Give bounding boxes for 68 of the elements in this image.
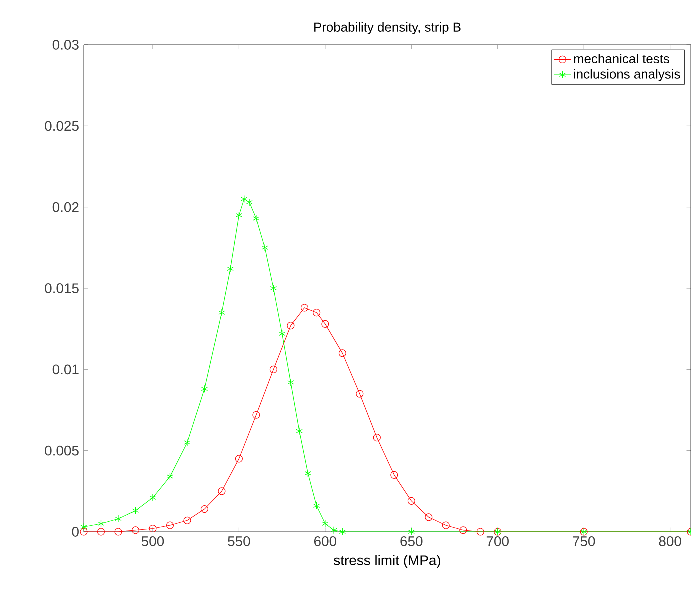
point (200, 505, 208, 514)
x-tick-label: 500 (142, 536, 164, 546)
point (80, 523, 88, 531)
point (460, 526, 468, 534)
point (201, 385, 208, 393)
point (132, 507, 140, 515)
point (322, 320, 330, 328)
point (270, 284, 278, 292)
y-tick-label: 0.03 (52, 40, 79, 50)
point (184, 438, 191, 447)
point (115, 515, 122, 523)
point (278, 330, 286, 338)
x-tick-label: 550 (228, 536, 250, 546)
y-tick-label: 0.005 (45, 446, 79, 456)
point (338, 350, 346, 358)
point (322, 520, 329, 528)
x-axis-title: stress limit (MPa) (334, 555, 440, 568)
point (262, 244, 268, 252)
point (270, 366, 278, 374)
point (296, 428, 303, 436)
y-tick-label: 0.025 (45, 121, 79, 132)
point (149, 524, 157, 533)
point (313, 502, 320, 510)
point (246, 198, 253, 206)
point (114, 528, 122, 536)
point (235, 455, 243, 463)
point (166, 522, 174, 530)
point (184, 516, 192, 524)
x-tick-label: 600 (314, 536, 337, 546)
point (476, 528, 484, 536)
point (313, 309, 321, 317)
point (252, 411, 260, 419)
point (218, 488, 226, 496)
legend-label: inclusions analysis (574, 69, 680, 82)
point (98, 520, 105, 528)
y-tick-label: 0.015 (45, 284, 79, 294)
point (236, 212, 243, 220)
point (356, 390, 364, 398)
point (132, 526, 140, 534)
x-tick-label: 700 (486, 536, 509, 546)
legend-label: mechanical tests (574, 54, 670, 64)
point (339, 528, 346, 536)
point (218, 309, 226, 317)
point (408, 497, 416, 505)
point (227, 265, 234, 273)
point (150, 494, 156, 502)
x-tick-label: 650 (400, 536, 423, 546)
point (97, 528, 106, 536)
point (390, 471, 398, 479)
y-tick-label: 0.01 (52, 364, 79, 375)
point (330, 526, 338, 534)
point (80, 528, 88, 536)
point (288, 378, 294, 386)
point (408, 528, 415, 536)
point (166, 473, 174, 481)
point (442, 522, 450, 530)
chart-title: Probability density, strip B (314, 22, 461, 35)
point (373, 434, 381, 442)
y-tick-label: 0.02 (52, 202, 79, 212)
point (300, 304, 309, 312)
point (304, 470, 312, 478)
point (241, 195, 248, 204)
point (253, 214, 260, 222)
point (287, 322, 295, 330)
x-tick-label: 800 (659, 536, 682, 546)
y-tick-label: 0 (72, 527, 79, 537)
x-tick-label: 750 (573, 536, 596, 546)
point (425, 514, 433, 522)
